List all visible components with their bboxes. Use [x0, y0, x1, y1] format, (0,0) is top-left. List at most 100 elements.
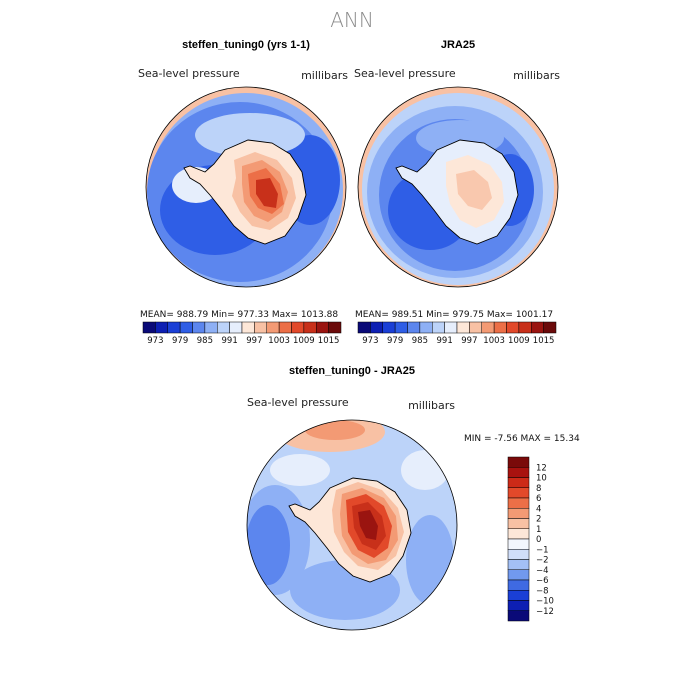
- colorbar-diff-swatch: [507, 549, 530, 560]
- colorbar-diff-tick-label: 2: [536, 515, 541, 525]
- colorbar-diff-tick-label: −10: [536, 597, 554, 607]
- colorbar-obs-swatch: [469, 321, 482, 334]
- colorbar-obs-swatch: [357, 321, 371, 334]
- colorbar-model-swatch: [217, 321, 230, 334]
- panel-obs-colorbar: 973 979 985 991 997 1003 1009 1015: [357, 321, 557, 346]
- colorbar-diff-tick-label: −2: [536, 556, 549, 566]
- panel-obs-units: millibars: [513, 69, 560, 82]
- colorbar-model-swatch: [179, 321, 193, 334]
- colorbar-diff-swatch: [507, 528, 530, 540]
- colorbar-model-swatch: [303, 321, 317, 334]
- panel-obs-map: [358, 87, 558, 287]
- colorbar-obs-tick-label: 973: [362, 336, 378, 346]
- colorbar-obs-tick-label: 997: [461, 336, 477, 346]
- colorbar-model-tick-label: 1009: [293, 336, 315, 346]
- colorbar-model-swatch: [278, 321, 292, 334]
- colorbar-diff-swatch: [507, 467, 530, 478]
- panel-model-units: millibars: [301, 69, 348, 82]
- colorbar-model-tick-label: 973: [147, 336, 163, 346]
- colorbar-diff-tick-label: −1: [536, 545, 549, 555]
- figure-title: ANN: [330, 8, 374, 32]
- colorbar-diff-tick-label: 6: [536, 494, 541, 504]
- colorbar-obs-swatch: [382, 321, 396, 334]
- colorbar-obs-swatch: [432, 321, 445, 334]
- colorbar-obs-swatch: [481, 321, 495, 334]
- colorbar-obs-swatch: [370, 321, 383, 334]
- colorbar-model-swatch: [204, 321, 218, 334]
- colorbar-obs-swatch: [456, 321, 470, 334]
- colorbar-model-swatch: [155, 321, 168, 334]
- colorbar-diff-swatch: [507, 569, 530, 581]
- colorbar-model-tick-label: 979: [172, 336, 188, 346]
- colorbar-diff-swatch: [507, 590, 530, 601]
- colorbar-model-swatch: [328, 321, 342, 334]
- panel-diff-units: millibars: [408, 399, 455, 412]
- colorbar-obs-swatch: [407, 321, 421, 334]
- colorbar-diff-swatch: [507, 600, 530, 611]
- panel-obs-title: JRA25: [441, 39, 475, 51]
- colorbar-model-swatch: [241, 321, 255, 334]
- colorbar-diff-tick-label: −8: [536, 586, 549, 596]
- colorbar-obs-tick-label: 991: [437, 336, 453, 346]
- colorbar-diff-tick-label: 4: [536, 504, 541, 514]
- colorbar-obs-swatch: [394, 321, 408, 334]
- panel-model: steffen_tuning0 (yrs 1-1) Sea-level pres…: [138, 39, 348, 346]
- panel-diff: steffen_tuning0 - JRA25 Sea-level pressu…: [246, 365, 580, 631]
- panel-model-colorbar: 973 979 985 991 997 1003 1009 1015: [142, 321, 342, 346]
- colorbar-obs-swatch: [506, 321, 520, 334]
- colorbar-obs-swatch: [444, 321, 458, 334]
- panel-obs-variable: Sea-level pressure: [354, 67, 456, 80]
- colorbar-diff-tick-label: 10: [536, 474, 547, 484]
- colorbar-diff-tick-label: 12: [536, 463, 547, 473]
- colorbar-diff-tick-label: −6: [536, 576, 549, 586]
- colorbar-obs-tick-label: 979: [387, 336, 403, 346]
- colorbar-model-swatch: [266, 321, 280, 334]
- colorbar-obs-tick-label: 1009: [508, 336, 530, 346]
- colorbar-diff-tick-label: 0: [536, 535, 541, 545]
- colorbar-diff-tick-label: 1: [536, 525, 541, 535]
- colorbar-diff-swatch: [507, 456, 530, 468]
- colorbar-diff-swatch: [507, 477, 530, 488]
- colorbar-model-tick-label: 985: [197, 336, 213, 346]
- colorbar-diff-swatch: [507, 559, 530, 570]
- colorbar-model-tick-label: 997: [246, 336, 262, 346]
- colorbar-obs-tick-label: 1015: [533, 336, 555, 346]
- colorbar-model-swatch: [167, 321, 181, 334]
- colorbar-model-swatch: [142, 321, 156, 334]
- colorbar-model-swatch: [192, 321, 206, 334]
- colorbar-model-tick-label: 1003: [268, 336, 290, 346]
- colorbar-diff-swatch: [507, 579, 530, 591]
- colorbar-diff-swatch: [507, 487, 530, 499]
- colorbar-obs-swatch: [493, 321, 507, 334]
- panel-obs: JRA25 Sea-level pressure millibars MEAN=…: [354, 39, 560, 346]
- colorbar-diff-tick-label: −12: [536, 607, 554, 617]
- colorbar-obs-swatch: [543, 321, 557, 334]
- colorbar-diff-tick-label: 8: [536, 484, 541, 494]
- panel-diff-variable: Sea-level pressure: [247, 396, 349, 409]
- colorbar-obs-swatch: [518, 321, 532, 334]
- panel-obs-stats: MEAN= 989.51 Min= 979.75 Max= 1001.17: [355, 310, 553, 320]
- colorbar-model-swatch: [291, 321, 305, 334]
- panel-model-variable: Sea-level pressure: [138, 67, 240, 80]
- colorbar-obs-swatch: [531, 321, 544, 334]
- colorbar-obs-tick-label: 985: [412, 336, 428, 346]
- colorbar-model-tick-label: 991: [222, 336, 238, 346]
- colorbar-model-swatch: [316, 321, 329, 334]
- panel-model-stats: MEAN= 988.79 Min= 977.33 Max= 1013.88: [140, 310, 338, 320]
- colorbar-diff-swatch: [507, 508, 530, 519]
- colorbar-obs-tick-label: 1003: [483, 336, 505, 346]
- panel-diff-stats: MIN = -7.56 MAX = 15.34: [464, 434, 580, 444]
- panel-diff-map: [247, 420, 457, 630]
- panel-model-map: [146, 87, 346, 287]
- panel-diff-title: steffen_tuning0 - JRA25: [289, 365, 415, 377]
- colorbar-obs-swatch: [419, 321, 433, 334]
- colorbar-model-swatch: [254, 321, 267, 334]
- colorbar-diff-swatch: [507, 610, 530, 622]
- colorbar-diff-tick-label: −4: [536, 566, 549, 576]
- colorbar-diff-swatch: [507, 497, 530, 509]
- colorbar-diff-swatch: [507, 538, 530, 550]
- colorbar-model-tick-label: 1015: [318, 336, 340, 346]
- colorbar-model-swatch: [229, 321, 243, 334]
